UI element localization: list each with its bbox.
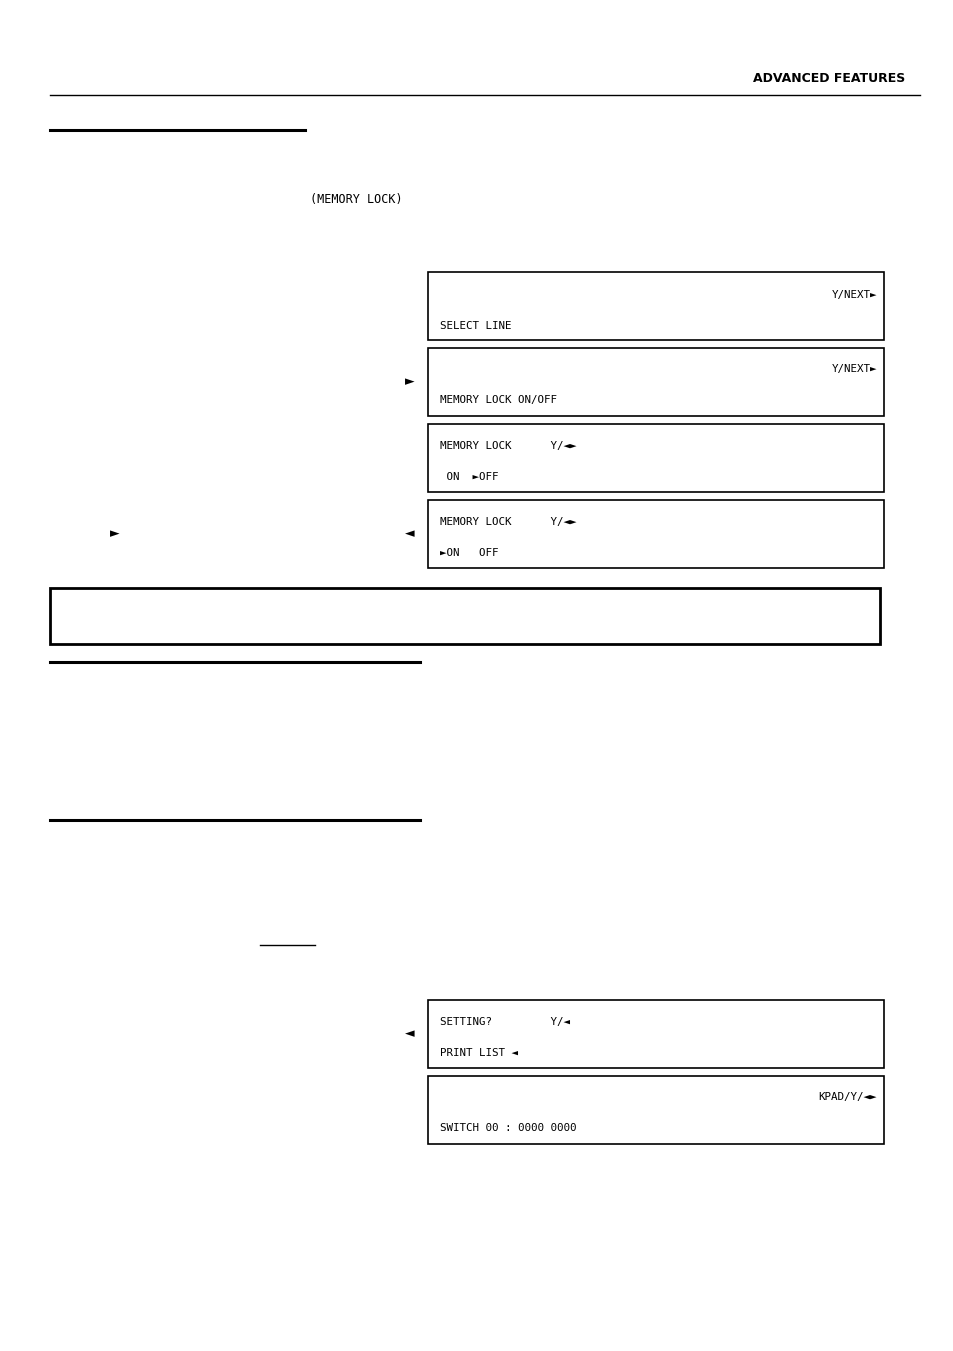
Text: ON  ►OFF: ON ►OFF [439, 471, 498, 482]
Text: MEMORY LOCK      Y/◄►: MEMORY LOCK Y/◄► [439, 517, 576, 527]
Text: (MEMORY LOCK): (MEMORY LOCK) [310, 193, 402, 205]
Bar [428, 500, 883, 567]
Text: MEMORY LOCK ON/OFF: MEMORY LOCK ON/OFF [439, 394, 557, 405]
Text: Y/NEXT►: Y/NEXT► [831, 290, 876, 300]
Text: ►: ► [111, 527, 120, 540]
Text: SELECT LINE: SELECT LINE [439, 322, 511, 331]
Text: KPAD/Y/◄►: KPAD/Y/◄► [818, 1092, 876, 1102]
Text: ◄: ◄ [405, 527, 415, 540]
Text: ◄: ◄ [405, 1028, 415, 1040]
Bar [50, 588, 879, 644]
Text: SETTING?         Y/◄: SETTING? Y/◄ [439, 1017, 569, 1027]
Text: ADVANCED FEATURES: ADVANCED FEATURES [752, 72, 904, 85]
Text: ►: ► [405, 376, 415, 389]
Bar [428, 272, 883, 340]
Text: ►ON   OFF: ►ON OFF [439, 549, 498, 558]
Bar [428, 1000, 883, 1069]
Bar [428, 424, 883, 492]
Text: SWITCH 00 : 0000 0000: SWITCH 00 : 0000 0000 [439, 1123, 576, 1133]
Bar [428, 349, 883, 416]
Text: Y/NEXT►: Y/NEXT► [831, 363, 876, 374]
Bar [428, 1075, 883, 1144]
Text: PRINT LIST ◄: PRINT LIST ◄ [439, 1048, 517, 1058]
Text: MEMORY LOCK      Y/◄►: MEMORY LOCK Y/◄► [439, 440, 576, 451]
